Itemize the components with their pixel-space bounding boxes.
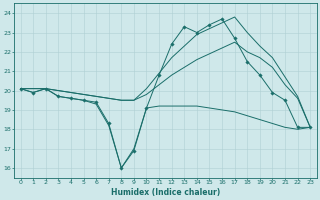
X-axis label: Humidex (Indice chaleur): Humidex (Indice chaleur) bbox=[111, 188, 220, 197]
